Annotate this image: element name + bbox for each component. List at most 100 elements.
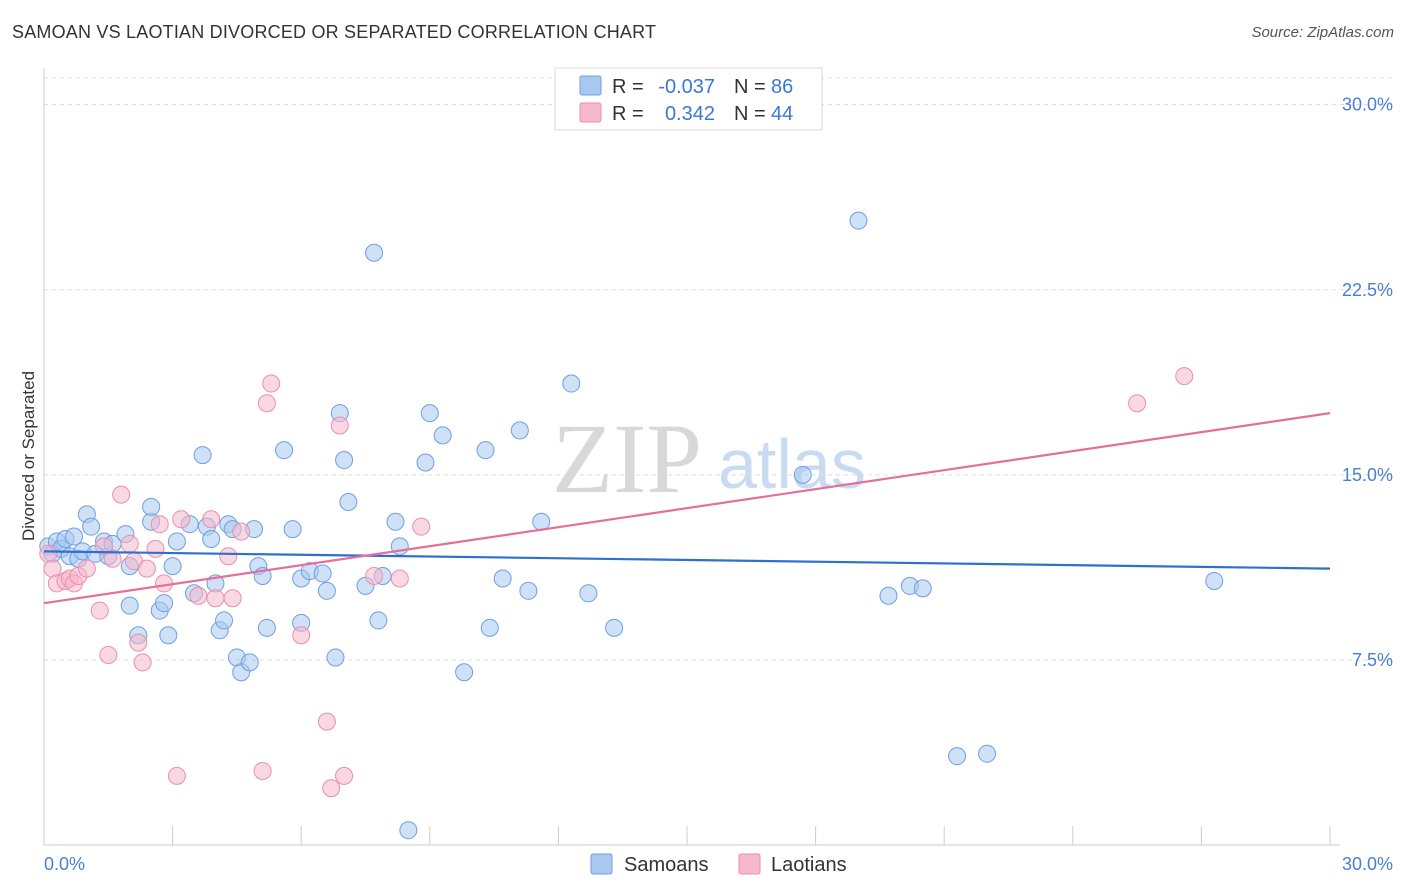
stats-legend-n-value-samoans: 86 [771,76,793,98]
data-point-laotian [137,559,156,578]
stats-legend-r-value-laotians: 0.342 [665,103,715,125]
y-tick-label: 30.0% [1342,95,1393,115]
data-point-laotian [223,589,242,608]
data-point-laotian [90,601,109,620]
data-point-samoan [420,404,439,423]
data-point-laotian [365,567,384,586]
chart-title: SAMOAN VS LAOTIAN DIVORCED OR SEPARATED … [12,22,657,42]
data-point-samoan [510,421,529,440]
data-point-samoan [202,530,221,548]
data-point-samoan [519,581,538,600]
data-point-samoan [532,512,551,531]
data-point-samoan [339,492,358,511]
data-point-samoan [317,581,336,600]
watermark-zip: ZIP [552,403,702,514]
data-point-samoan [120,596,139,615]
data-point-samoan [605,618,624,637]
data-point-laotian [232,522,251,541]
data-point-samoan [562,374,581,393]
data-point-laotian [257,394,276,413]
data-point-laotian [129,633,148,652]
data-point-samoan [369,611,388,630]
data-point-samoan [1205,571,1224,590]
series-legend-label-laotians: Laotians [771,854,847,876]
data-point-samoan [65,527,84,546]
data-point-laotian [155,574,174,593]
data-point-samoan [313,564,332,583]
data-point-samoan [948,747,967,766]
data-point-laotian [206,589,225,608]
data-point-samoan [493,569,512,588]
data-point-laotian [99,645,118,664]
data-point-laotian [317,712,336,731]
stats-legend-n-value-laotians: 44 [771,103,793,125]
data-point-samoan [793,465,812,484]
watermark: ZIP atlas [552,403,866,514]
x-tick-label-max: 30.0% [1342,854,1393,874]
data-point-samoan [849,211,868,230]
data-point-laotian [120,534,139,553]
series-legend-label-samoans: Samoans [624,854,709,876]
data-point-samoan [155,594,174,613]
data-point-samoan [82,517,101,536]
data-point-samoan [167,532,186,551]
data-point-laotian [330,416,349,435]
data-point-samoan [159,626,178,645]
data-point-laotian [253,761,272,780]
y-tick-label: 7.5% [1352,650,1393,670]
y-tick-label: 22.5% [1342,280,1393,300]
data-point-laotian [103,549,122,568]
data-point-samoan [879,586,898,605]
data-point-laotian [1175,367,1194,386]
data-point-laotian [335,766,354,785]
stats-legend-n-label-samoans: N = [734,76,766,98]
data-point-laotian [146,539,165,558]
data-point-laotian [322,779,341,798]
data-point-samoan [283,520,302,539]
y-axis-title: Divorced or Separated [19,371,38,541]
stats-legend-r-label-samoans: R = [612,76,644,98]
data-point-laotian [172,510,191,529]
data-point-samoan [365,243,384,262]
data-point-laotian [167,766,186,785]
data-point-samoan [240,653,259,672]
trend-line-laotians [43,412,1331,605]
series-legend-swatch-laotians [738,853,761,875]
chart-source: Source: ZipAtlas.com [1251,24,1394,41]
stats-legend: R = -0.037 N = 86 R = 0.342 N = 44 [554,67,823,131]
data-point-samoan [455,663,474,682]
data-point-samoan [335,451,354,470]
data-point-samoan [257,618,276,637]
data-point-samoan [913,579,932,598]
data-point-samoan [399,821,418,840]
data-point-laotian [189,586,208,605]
stats-legend-r-value-samoans: -0.037 [658,76,715,98]
data-point-laotian [1128,394,1147,413]
data-point-samoan [433,426,452,445]
data-point-samoan [163,557,182,576]
data-point-laotian [390,569,409,588]
data-point-samoan [215,611,234,630]
stats-legend-swatch-samoans [579,75,602,96]
data-point-samoan [326,648,345,667]
stats-legend-r-label-laotians: R = [612,103,644,125]
data-point-samoan [416,453,435,472]
data-point-samoan [386,512,405,531]
series-laotians [39,367,1194,798]
data-point-samoan [142,497,161,516]
series-legend: Samoans Laotians [590,853,847,876]
x-tick-marks [172,826,1331,845]
x-tick-label-min: 0.0% [44,854,85,874]
data-point-laotian [202,510,221,529]
data-point-laotian [77,559,96,578]
series-legend-swatch-samoans [590,853,613,875]
data-point-laotian [133,653,152,672]
data-point-laotian [150,515,169,534]
data-point-laotian [292,626,311,645]
stats-legend-swatch-laotians [579,102,602,123]
trend-line-samoans [43,550,1331,570]
data-point-laotian [95,537,114,556]
data-point-laotian [39,544,58,563]
data-point-laotian [112,485,131,504]
